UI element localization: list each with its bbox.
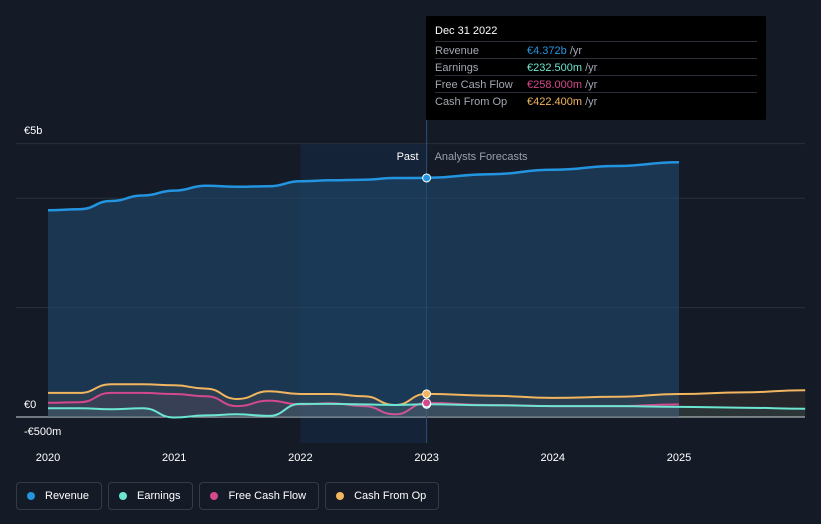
legend-item-free-cash-flow[interactable]: Free Cash Flow — [199, 482, 320, 510]
earnings-line — [48, 402, 806, 419]
tooltip-value: €4.372b — [527, 45, 567, 57]
earnings-area — [48, 403, 806, 418]
tooltip-row-cash-from-op: Cash From Op €422.400m /yr — [435, 92, 757, 110]
legend-label: Cash From Op — [354, 490, 427, 502]
tooltip-label: Cash From Op — [435, 96, 508, 108]
legend-label: Earnings — [137, 490, 181, 502]
revenue-dot-icon — [27, 492, 35, 500]
tooltip-unit: /yr — [585, 62, 598, 74]
revenue-area — [48, 162, 679, 417]
cash-from-op-marker — [422, 389, 432, 399]
forecast-label: Analysts Forecasts — [435, 151, 528, 163]
tooltip-label: Revenue — [435, 45, 480, 57]
cash-from-op-line — [47, 383, 806, 407]
tooltip-label: Free Cash Flow — [435, 79, 513, 91]
tooltip-unit: /yr — [585, 79, 598, 91]
x-tick-label: 2021 — [162, 452, 186, 464]
legend: Revenue Earnings Free Cash Flow Cash Fro… — [16, 482, 440, 512]
tooltip-value: €422.400m — [527, 96, 583, 108]
tooltip-unit: /yr — [585, 96, 598, 108]
x-tick-label: 2023 — [414, 452, 438, 464]
tooltip-row-revenue: Revenue €4.372b /yr — [435, 41, 757, 59]
x-tick-label: 2020 — [36, 452, 60, 464]
legend-label: Free Cash Flow — [228, 490, 307, 502]
legend-item-revenue[interactable]: Revenue — [16, 482, 103, 510]
y-tick-label: €0 — [24, 399, 36, 411]
free-cash-flow-area — [48, 392, 679, 417]
y-tick-label: €5b — [24, 125, 42, 137]
legend-label: Revenue — [45, 490, 90, 502]
free-cash-flow-marker — [422, 398, 432, 408]
tooltip-row-free-cash-flow: Free Cash Flow €258.000m /yr — [435, 75, 757, 93]
tooltip-value: €258.000m — [527, 79, 583, 91]
x-tick-label: 2025 — [667, 452, 691, 464]
tooltip-value: €232.500m — [527, 62, 583, 74]
cash-from-op-dot-icon — [336, 492, 345, 500]
tooltip-date: Dec 31 2022 — [435, 25, 498, 37]
tooltip: Dec 31 2022 Revenue €4.372b /yr Earnings… — [426, 16, 766, 120]
free-cash-flow-dot-icon — [210, 492, 219, 500]
x-tick-label: 2022 — [288, 452, 312, 464]
past-label: Past — [397, 151, 419, 163]
y-tick-label: -€500m — [24, 426, 61, 438]
earnings-dot-icon — [119, 492, 128, 500]
tooltip-unit: /yr — [569, 45, 583, 57]
series-layer — [47, 160, 806, 419]
revenue-marker — [422, 173, 432, 183]
tooltip-row-earnings: Earnings €232.500m /yr — [435, 58, 757, 76]
legend-item-cash-from-op[interactable]: Cash From Op — [325, 482, 440, 510]
tooltip-label: Earnings — [435, 62, 479, 74]
legend-item-earnings[interactable]: Earnings — [108, 482, 194, 510]
y-axis: €5b €0 -€500m — [24, 125, 61, 438]
revenue-line — [47, 160, 680, 212]
x-axis: 2020 2021 2022 2023 2024 2025 — [36, 452, 691, 464]
x-tick-label: 2024 — [541, 452, 565, 464]
